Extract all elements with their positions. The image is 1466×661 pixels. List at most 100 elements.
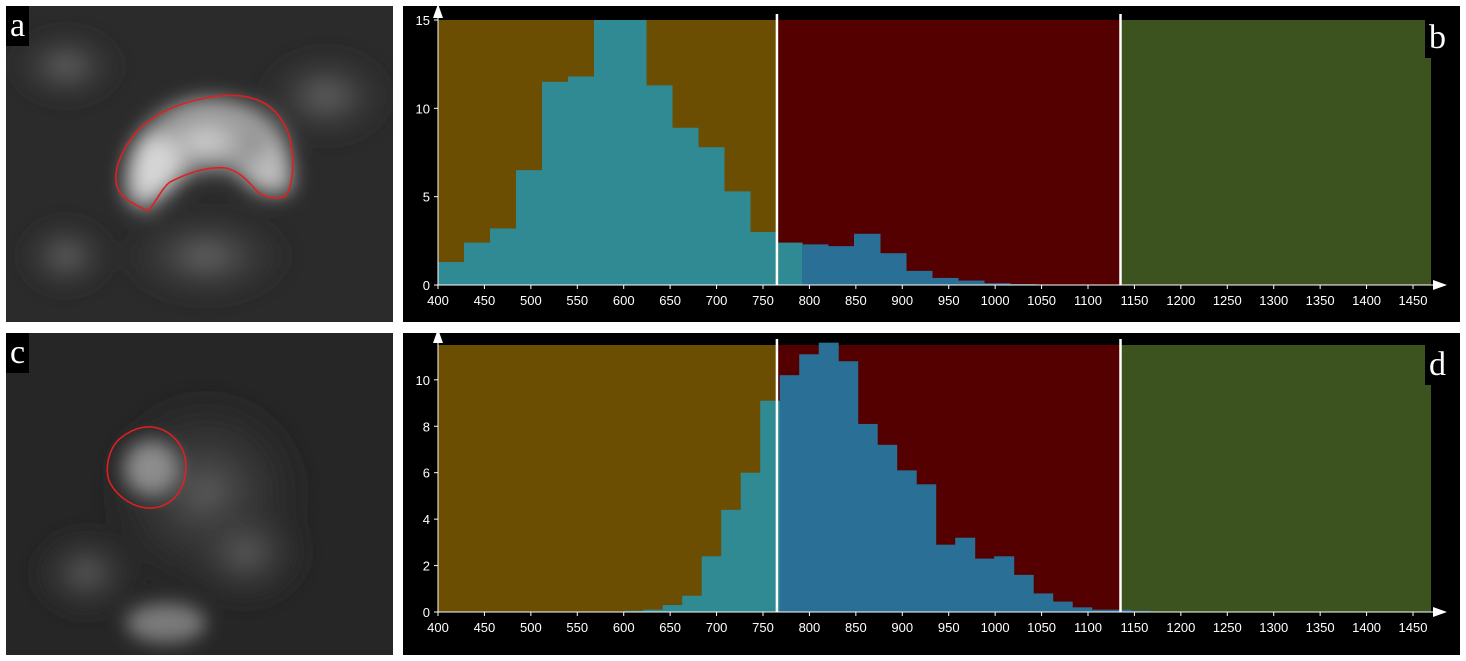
x-tick-label: 1150 — [1120, 620, 1148, 635]
x-tick-label: 550 — [566, 620, 588, 635]
histogram-bar — [438, 262, 465, 285]
histogram-bar — [776, 242, 803, 285]
histogram-bar — [932, 277, 959, 285]
x-tick-label: 500 — [520, 293, 542, 308]
x-tick-label: 400 — [427, 620, 449, 635]
x-tick-label: 1350 — [1306, 620, 1335, 635]
histogram-bar — [779, 375, 800, 612]
histogram-chart-d: 400 450 500 550 600 650 700 750 800 850 900 950 1000… — [416, 333, 1447, 635]
x-tick-label: 700 — [706, 293, 728, 308]
histogram-bar — [1033, 593, 1054, 612]
histogram-bar — [958, 280, 985, 285]
scan-image-c — [6, 333, 393, 655]
scan-image-a — [6, 6, 393, 322]
y-tick-label: 10 — [416, 101, 430, 116]
histogram-bar — [750, 232, 777, 285]
histogram-bar — [818, 342, 839, 612]
x-tick-label: 1100 — [1074, 293, 1102, 308]
y-axis-arrow — [433, 6, 443, 18]
histogram-bar — [802, 244, 829, 285]
x-tick-label: 1200 — [1166, 293, 1195, 308]
y-tick-label: 0 — [423, 605, 430, 620]
histogram-bar — [698, 147, 725, 285]
histogram-bar — [721, 509, 742, 612]
histogram-bar — [464, 242, 491, 285]
x-tick-label: 1200 — [1166, 620, 1195, 635]
x-tick-label: 700 — [706, 620, 728, 635]
y-tick-label: 4 — [423, 512, 430, 527]
x-axis-arrow — [1433, 280, 1447, 290]
histogram-bar — [857, 423, 878, 612]
histogram-bar — [1052, 601, 1073, 612]
histogram-bar — [623, 610, 644, 612]
y-tick-label: 0 — [423, 278, 430, 293]
histogram-bar — [620, 20, 647, 285]
histogram-bar — [760, 400, 781, 612]
histogram-chart-b: 400 450 500 550 600 650 700 750 800 850 900 950 1000… — [416, 6, 1447, 308]
histogram-bar — [594, 20, 621, 285]
x-tick-label: 900 — [891, 620, 913, 635]
histogram-bar — [935, 544, 956, 612]
x-tick-label: 950 — [938, 620, 960, 635]
x-tick-label: 1400 — [1352, 620, 1381, 635]
x-tick-label: 1050 — [1027, 293, 1056, 308]
x-tick-label: 1350 — [1306, 293, 1335, 308]
histogram-bar — [828, 246, 855, 285]
zone-high-d — [1120, 345, 1431, 612]
x-tick-label: 800 — [799, 620, 821, 635]
x-tick-label: 450 — [474, 620, 496, 635]
x-tick-label: 1150 — [1120, 293, 1148, 308]
x-tick-label: 650 — [659, 620, 681, 635]
histogram-bar — [1072, 607, 1093, 612]
histogram-bar — [646, 85, 673, 285]
x-tick-label: 1000 — [981, 293, 1010, 308]
x-tick-label: 400 — [427, 293, 449, 308]
histogram-bar — [516, 170, 543, 285]
y-tick-label: 10 — [416, 373, 430, 388]
histogram-bar — [955, 537, 976, 612]
histogram-bar — [662, 605, 683, 612]
scan-texture-c — [26, 383, 316, 643]
panel-label-b: b — [1425, 18, 1450, 58]
y-tick-label: 8 — [423, 419, 430, 434]
histogram-bar — [740, 472, 761, 612]
y-tick-label: 2 — [423, 559, 430, 574]
histogram-bar — [542, 81, 569, 285]
histogram-panel-b: 400 450 500 550 600 650 700 750 800 850 900 950 1000… — [403, 6, 1460, 322]
zone-mid-b — [776, 20, 1121, 285]
x-tick-label: 650 — [659, 293, 681, 308]
panel-label-a: a — [6, 6, 30, 46]
x-tick-label: 750 — [752, 620, 774, 635]
histogram-bar — [672, 127, 699, 286]
histogram-bar — [682, 595, 703, 612]
histogram-bar — [854, 233, 881, 285]
x-tick-label: 1050 — [1027, 620, 1056, 635]
histogram-bar — [880, 253, 907, 285]
x-tick-label: 950 — [938, 293, 960, 308]
histogram-bar — [724, 191, 751, 285]
scan-panel-c: c — [6, 333, 393, 655]
histogram-bar — [568, 76, 595, 286]
x-tick-label: 850 — [845, 293, 867, 308]
x-tick-label: 1000 — [981, 620, 1010, 635]
x-tick-label: 1450 — [1399, 620, 1428, 635]
histogram-bar — [916, 484, 937, 612]
x-tick-label: 1250 — [1213, 620, 1242, 635]
roi-outline-a — [115, 94, 294, 212]
y-axis-arrow — [433, 333, 443, 343]
x-tick-label: 900 — [891, 293, 913, 308]
y-tick-label: 6 — [423, 466, 430, 481]
zone-high-b — [1120, 20, 1431, 285]
y-tick-label: 15 — [416, 13, 430, 28]
x-tick-label: 750 — [752, 293, 774, 308]
histogram-bar — [1013, 574, 1034, 612]
histogram-bar — [1091, 609, 1112, 612]
x-tick-label: 600 — [613, 293, 635, 308]
histogram-bar — [877, 444, 898, 612]
x-tick-label: 1100 — [1074, 620, 1102, 635]
x-tick-label: 1250 — [1213, 293, 1242, 308]
x-tick-label: 600 — [613, 620, 635, 635]
x-tick-label: 500 — [520, 620, 542, 635]
histogram-bar — [643, 609, 664, 612]
histogram-bar — [984, 283, 1011, 285]
